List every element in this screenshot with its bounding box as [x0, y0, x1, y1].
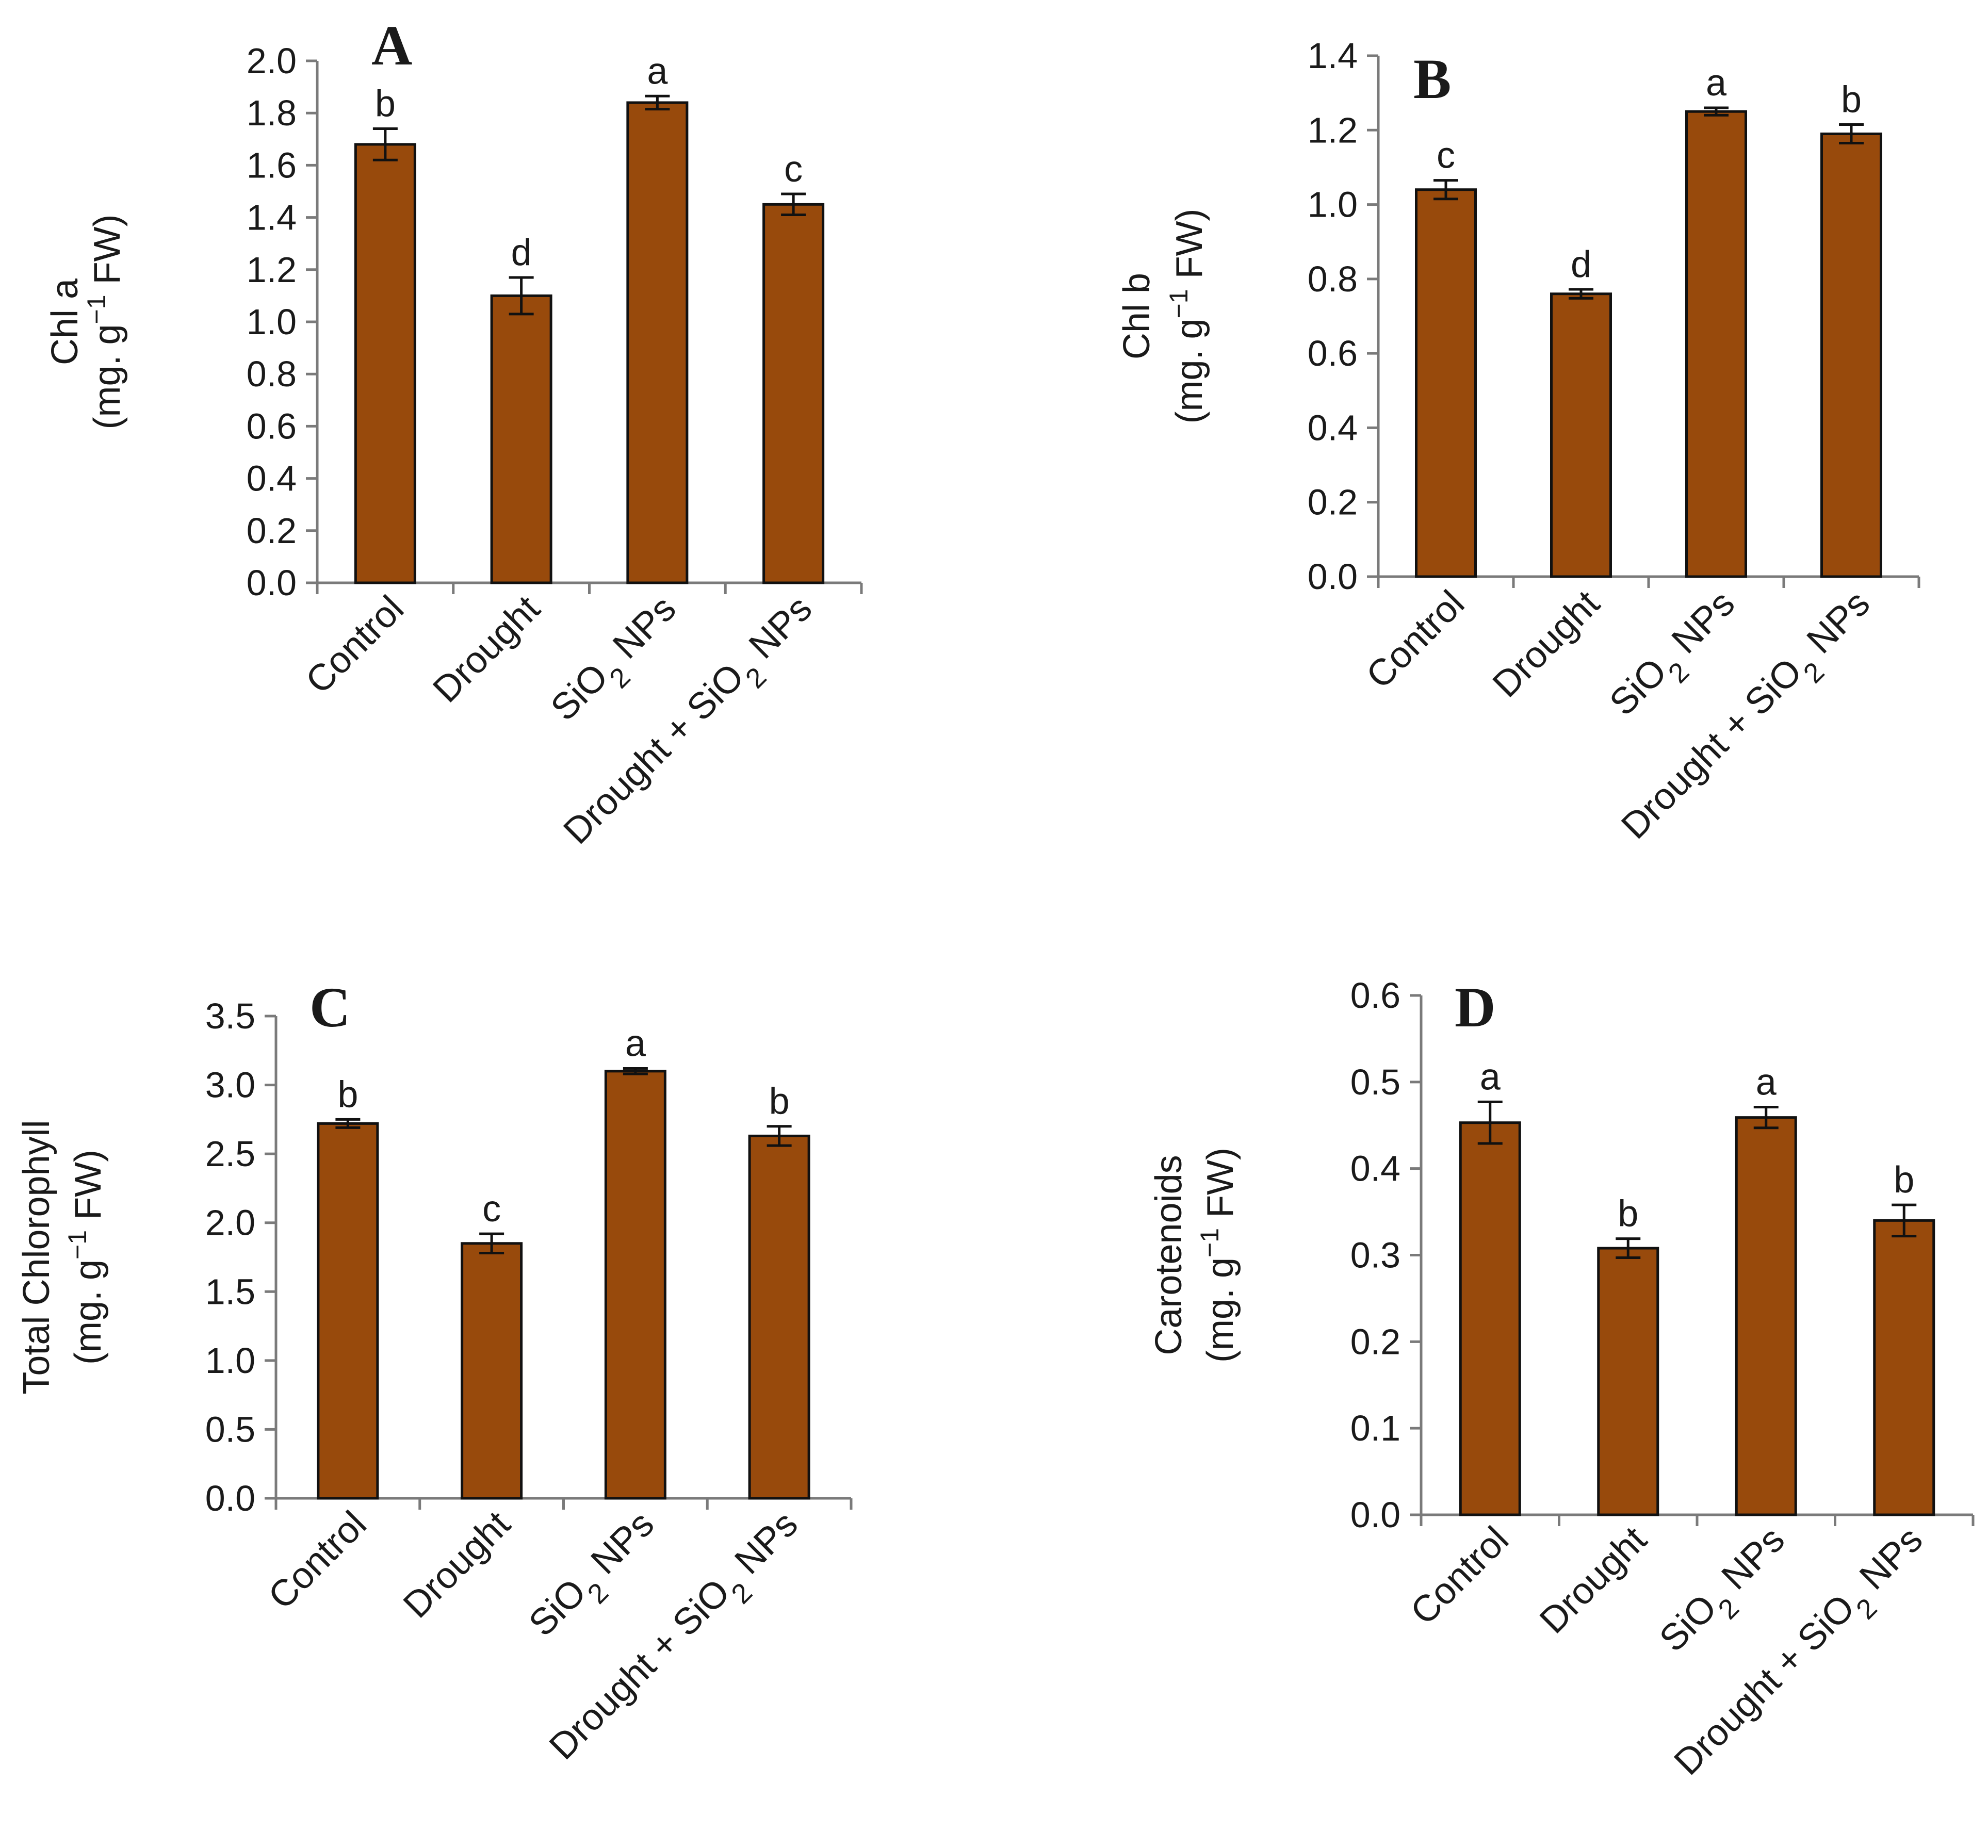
- y-tick-label: 2.0: [205, 1203, 255, 1243]
- category-label: Drought + SiO2 NPs: [556, 588, 829, 862]
- significance-letter: d: [511, 232, 532, 273]
- y-tick-label: 1.5: [205, 1271, 255, 1312]
- bar-1: [490, 294, 552, 584]
- category-label: Drought + SiO2 NPs: [542, 1503, 816, 1777]
- y-tick-label: 1.2: [247, 250, 297, 290]
- bar-1: [1550, 292, 1612, 578]
- category-label: Drought: [1532, 1519, 1655, 1642]
- category-label: Control: [298, 588, 412, 702]
- category-label: Drought: [396, 1503, 518, 1626]
- y-tick-label: 1.0: [1308, 185, 1358, 225]
- y-tick-label: 0.4: [1308, 407, 1358, 448]
- bar-0: [354, 143, 416, 584]
- bar-1: [1597, 1247, 1659, 1516]
- significance-letter: b: [769, 1081, 790, 1122]
- y-axis-unit: (mg. g−1 FW): [82, 215, 128, 430]
- y-tick-label: 0.6: [1350, 975, 1400, 1016]
- y-axis-unit: (mg. g−1 FW): [1164, 209, 1210, 424]
- y-tick-label: 0.1: [1350, 1408, 1400, 1448]
- panel-b: 0.0 0.2 0.4 0.6 0.8 1.0 1.2 1.4 c Control d Drought…: [1116, 36, 1920, 857]
- bar-3: [748, 1134, 810, 1500]
- bar-0: [1459, 1121, 1521, 1516]
- category-label: Drought: [1485, 583, 1608, 706]
- significance-letter: a: [647, 51, 668, 92]
- panel-label: A: [371, 14, 412, 77]
- y-tick-label: 2.0: [247, 41, 297, 81]
- y-tick-label: 1.8: [247, 93, 297, 133]
- y-tick-label: 0.0: [1350, 1495, 1400, 1535]
- significance-letter: b: [1618, 1193, 1638, 1235]
- y-tick-label: 1.0: [205, 1340, 255, 1381]
- panel-label: D: [1455, 976, 1495, 1039]
- significance-letter: b: [337, 1074, 358, 1115]
- y-tick-label: 0.8: [1308, 259, 1358, 299]
- y-axis-unit: (mg. g−1 FW): [1195, 1148, 1241, 1363]
- y-tick-label: 0.0: [205, 1478, 255, 1518]
- panel-d: 0.00.10.20.30.40.50.6aControlbDroughtaSi…: [1148, 975, 1975, 1793]
- y-tick-label: 1.0: [247, 302, 297, 342]
- significance-letter: a: [625, 1023, 646, 1065]
- bar-2: [604, 1070, 666, 1500]
- category-label: Drought: [425, 588, 548, 711]
- y-tick-label: 0.4: [247, 459, 297, 499]
- bar-2: [1735, 1116, 1797, 1516]
- y-axis-label: Chl b: [1116, 273, 1158, 359]
- significance-letter: d: [1571, 244, 1591, 285]
- y-tick-label: 0.5: [1350, 1062, 1400, 1102]
- significance-letter: b: [1894, 1159, 1914, 1201]
- bar-0: [317, 1122, 379, 1500]
- category-label: Control: [1403, 1519, 1517, 1633]
- y-tick-label: 0.0: [1308, 557, 1358, 597]
- significance-letter: b: [375, 84, 396, 125]
- bar-1: [461, 1242, 523, 1500]
- y-axis-label: Chl a: [44, 278, 86, 365]
- bar-3: [762, 203, 825, 584]
- significance-letter: a: [1480, 1056, 1501, 1098]
- bar-2: [1685, 110, 1747, 578]
- y-tick-label: 1.4: [1308, 36, 1358, 76]
- y-tick-label: 2.5: [205, 1134, 255, 1174]
- y-tick-label: 0.5: [205, 1409, 255, 1449]
- category-label: Drought + SiO2 NPs: [1614, 583, 1887, 857]
- y-tick-label: 3.5: [205, 996, 255, 1036]
- y-tick-label: 1.6: [247, 145, 297, 185]
- y-tick-label: 0.8: [247, 354, 297, 394]
- significance-letter: b: [1841, 79, 1862, 120]
- bar-0: [1415, 188, 1477, 578]
- significance-letter: c: [784, 149, 803, 190]
- panel-label: C: [309, 976, 350, 1039]
- significance-letter: c: [482, 1188, 501, 1230]
- bar-2: [626, 101, 689, 584]
- category-label: Control: [1359, 583, 1473, 697]
- y-tick-label: 1.2: [1308, 110, 1358, 150]
- y-tick-label: 0.2: [1350, 1321, 1400, 1362]
- y-tick-label: 3.0: [205, 1065, 255, 1105]
- category-label: Drought + SiO2 NPs: [1666, 1519, 1940, 1793]
- panel-label: B: [1413, 47, 1451, 110]
- y-tick-label: 1.4: [247, 198, 297, 238]
- bar-3: [1820, 133, 1882, 578]
- significance-letter: c: [1437, 135, 1455, 176]
- y-tick-label: 0.0: [247, 563, 297, 603]
- panel-a: 0.0 0.2 0.4 0.6 0.8 1.0 1.2 1.4 1.6 1.8 2.0 b Contro…: [44, 14, 863, 862]
- y-axis-label: Total Chlorophyll: [16, 1120, 57, 1394]
- y-tick-label: 0.6: [247, 406, 297, 446]
- significance-letter: a: [1706, 62, 1727, 104]
- panel-c: 0.0 0.5 1.0 1.5 2.0 2.5 3.0 3.5 b Control c Drought…: [16, 976, 853, 1777]
- y-tick-label: 0.4: [1350, 1149, 1400, 1189]
- category-label: Control: [260, 1503, 374, 1617]
- y-tick-label: 0.3: [1350, 1235, 1400, 1275]
- significance-letter: a: [1756, 1062, 1777, 1103]
- y-axis-label: Carotenoids: [1148, 1155, 1189, 1355]
- y-tick-label: 0.6: [1308, 333, 1358, 373]
- y-axis-unit: (mg. g−1 FW): [63, 1150, 109, 1365]
- bar-3: [1873, 1219, 1935, 1516]
- y-tick-label: 0.2: [1308, 482, 1358, 522]
- y-tick-label: 0.2: [247, 511, 297, 551]
